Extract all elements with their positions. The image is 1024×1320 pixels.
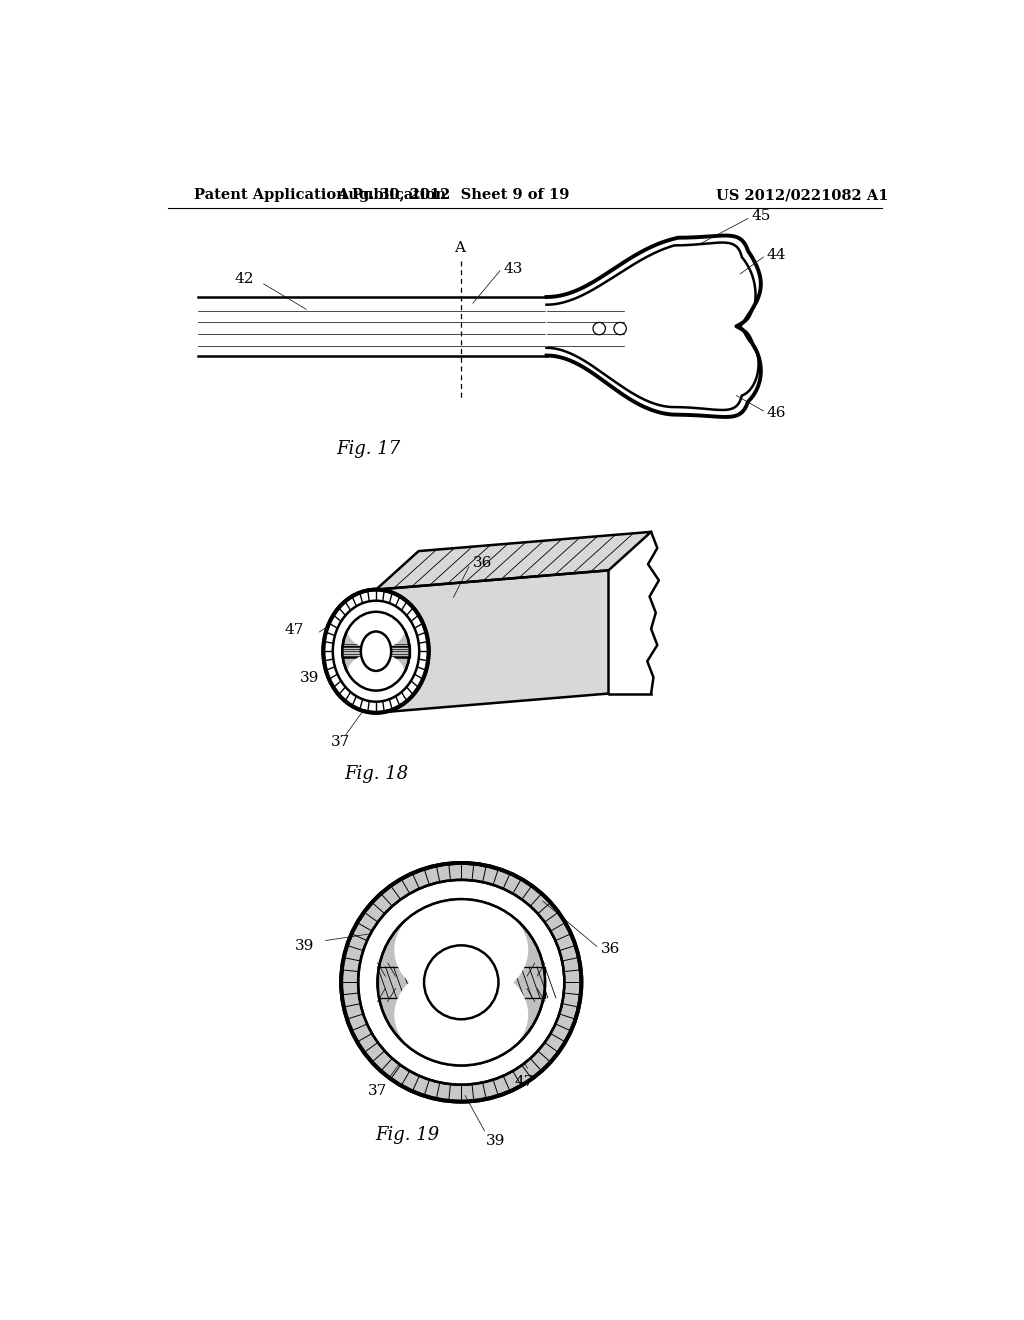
Text: Aug. 30, 2012  Sheet 9 of 19: Aug. 30, 2012 Sheet 9 of 19 [337,189,569,202]
Text: 45: 45 [751,209,770,223]
Ellipse shape [342,611,410,690]
Text: 39: 39 [300,671,319,685]
Circle shape [378,899,545,1065]
Text: Fig. 19: Fig. 19 [375,1126,439,1143]
Ellipse shape [347,653,404,693]
Text: 37: 37 [331,735,350,748]
Text: 36: 36 [473,556,493,570]
Ellipse shape [394,899,528,1002]
Circle shape [341,863,582,1102]
Text: Fig. 17: Fig. 17 [336,441,400,458]
Circle shape [341,863,582,1102]
Text: A: A [455,242,465,256]
Polygon shape [342,645,410,656]
Text: 47: 47 [285,623,304,636]
Text: 43: 43 [503,263,522,276]
Text: 46: 46 [767,407,786,420]
Ellipse shape [324,590,429,713]
Text: 44: 44 [767,248,786,261]
Ellipse shape [333,601,419,702]
Text: US 2012/0221082 A1: US 2012/0221082 A1 [716,189,889,202]
Ellipse shape [394,964,528,1067]
Text: 47: 47 [514,1076,534,1089]
Polygon shape [376,570,608,713]
Text: 39: 39 [486,1134,506,1148]
Circle shape [358,880,564,1085]
Text: Patent Application Publication: Patent Application Publication [194,189,445,202]
Text: 36: 36 [601,942,621,956]
Polygon shape [547,235,761,417]
Circle shape [424,945,499,1019]
Circle shape [614,322,627,335]
Polygon shape [378,966,545,998]
Text: 42: 42 [234,272,254,285]
Text: Fig. 18: Fig. 18 [344,766,409,783]
Text: 39: 39 [295,940,314,953]
Polygon shape [376,532,651,590]
Ellipse shape [347,610,404,649]
Circle shape [593,322,605,335]
Text: 37: 37 [368,1084,387,1098]
Ellipse shape [360,631,391,671]
